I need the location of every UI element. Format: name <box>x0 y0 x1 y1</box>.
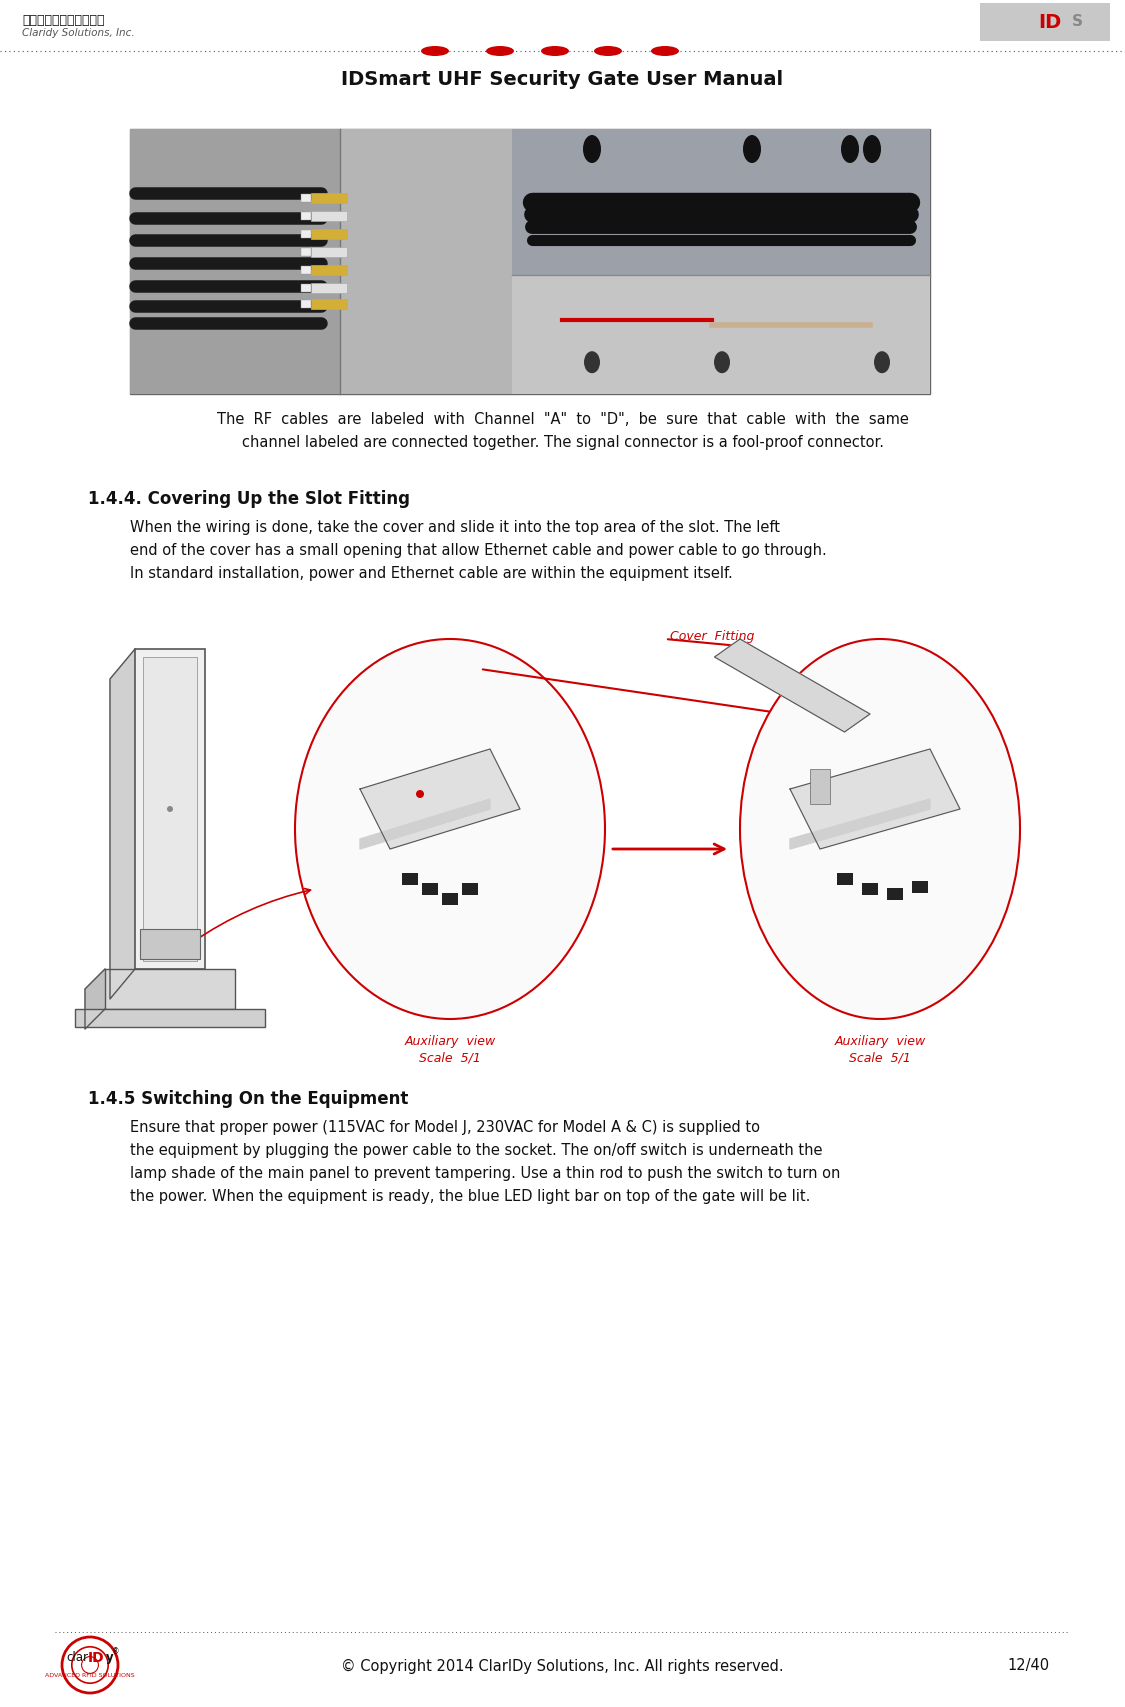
Bar <box>310 266 346 277</box>
FancyBboxPatch shape <box>135 650 205 970</box>
Text: ®: ® <box>112 1647 119 1656</box>
Text: the equipment by plugging the power cable to the socket. The on/off switch is un: the equipment by plugging the power cabl… <box>130 1142 822 1157</box>
Bar <box>912 881 928 893</box>
Text: Cover  Fitting: Cover Fitting <box>670 630 755 642</box>
Polygon shape <box>360 799 490 850</box>
Bar <box>300 300 310 309</box>
Text: Auxiliary  view
Scale  5/1: Auxiliary view Scale 5/1 <box>835 1034 926 1065</box>
Ellipse shape <box>541 48 569 56</box>
Bar <box>422 884 438 896</box>
Text: end of the cover has a small opening that allow Ethernet cable and power cable t: end of the cover has a small opening tha… <box>130 543 827 558</box>
Text: IDSmart UHF Security Gate User Manual: IDSmart UHF Security Gate User Manual <box>342 70 783 89</box>
Text: clar: clar <box>66 1651 88 1664</box>
Text: In standard installation, power and Ethernet cable are within the equipment itse: In standard installation, power and Ethe… <box>130 565 732 580</box>
Bar <box>310 300 346 311</box>
Text: y: y <box>106 1651 114 1664</box>
Bar <box>130 130 340 394</box>
Ellipse shape <box>295 640 605 1019</box>
Bar <box>300 249 310 258</box>
Bar <box>886 888 903 901</box>
Bar <box>837 874 853 886</box>
Text: ID: ID <box>1038 12 1062 31</box>
Ellipse shape <box>421 48 449 56</box>
Polygon shape <box>714 640 870 732</box>
Text: 12/40: 12/40 <box>1008 1657 1050 1673</box>
Text: 1.4.4. Covering Up the Slot Fitting: 1.4.4. Covering Up the Slot Fitting <box>88 490 410 507</box>
Text: Claridy Solutions, Inc.: Claridy Solutions, Inc. <box>22 27 135 38</box>
Bar <box>300 266 310 275</box>
Bar <box>130 130 512 394</box>
Bar <box>512 275 930 394</box>
Bar <box>512 130 930 394</box>
Polygon shape <box>790 799 930 850</box>
Ellipse shape <box>874 352 890 374</box>
Bar <box>862 884 878 896</box>
Bar <box>442 893 458 905</box>
Bar <box>300 195 310 203</box>
Bar <box>300 285 310 294</box>
FancyBboxPatch shape <box>980 3 1110 43</box>
Text: S: S <box>1072 14 1083 29</box>
Ellipse shape <box>594 48 622 56</box>
Bar <box>512 130 930 275</box>
Text: Auxiliary  view
Scale  5/1: Auxiliary view Scale 5/1 <box>404 1034 496 1065</box>
Text: ID: ID <box>88 1651 105 1664</box>
Circle shape <box>416 790 424 799</box>
Bar <box>340 130 512 394</box>
Text: When the wiring is done, take the cover and slide it into the top area of the sl: When the wiring is done, take the cover … <box>130 519 780 534</box>
Polygon shape <box>110 650 135 999</box>
Bar <box>462 884 478 896</box>
Text: channel labeled are connected together. The signal connector is a fool-proof con: channel labeled are connected together. … <box>242 435 883 449</box>
Ellipse shape <box>863 137 881 164</box>
FancyBboxPatch shape <box>143 657 197 961</box>
Circle shape <box>166 806 173 813</box>
FancyBboxPatch shape <box>140 929 200 959</box>
Polygon shape <box>86 970 105 1029</box>
Polygon shape <box>360 749 520 850</box>
Ellipse shape <box>742 137 760 164</box>
Polygon shape <box>790 749 960 850</box>
Text: © Copyright 2014 ClarIDy Solutions, Inc. All rights reserved.: © Copyright 2014 ClarIDy Solutions, Inc.… <box>341 1657 784 1673</box>
Bar <box>300 213 310 222</box>
Ellipse shape <box>583 137 601 164</box>
Text: 1.4.5 Switching On the Equipment: 1.4.5 Switching On the Equipment <box>88 1089 408 1108</box>
Ellipse shape <box>486 48 514 56</box>
Text: 艾迪訊科技股份有限公司: 艾迪訊科技股份有限公司 <box>22 14 105 27</box>
Ellipse shape <box>714 352 730 374</box>
Text: The  RF  cables  are  labeled  with  Channel  "A"  to  "D",  be  sure  that  cab: The RF cables are labeled with Channel "… <box>216 411 909 427</box>
Bar <box>402 874 418 886</box>
Text: ADVANCED RFID SOLUTIONS: ADVANCED RFID SOLUTIONS <box>45 1673 135 1678</box>
Text: Ensure that proper power (115VAC for Model J, 230VAC for Model A & C) is supplie: Ensure that proper power (115VAC for Mod… <box>130 1120 761 1135</box>
Bar <box>300 230 310 239</box>
Bar <box>310 212 346 222</box>
Bar <box>310 248 346 258</box>
Ellipse shape <box>584 352 600 374</box>
Ellipse shape <box>651 48 680 56</box>
FancyBboxPatch shape <box>75 1009 266 1028</box>
Bar <box>310 195 346 205</box>
Bar <box>310 230 346 241</box>
Ellipse shape <box>740 640 1020 1019</box>
Ellipse shape <box>842 137 860 164</box>
Text: lamp shade of the main panel to prevent tampering. Use a thin rod to push the sw: lamp shade of the main panel to prevent … <box>130 1166 840 1180</box>
Bar <box>310 283 346 294</box>
FancyBboxPatch shape <box>105 970 235 1009</box>
Bar <box>810 770 830 804</box>
Text: the power. When the equipment is ready, the blue LED light bar on top of the gat: the power. When the equipment is ready, … <box>130 1188 810 1203</box>
